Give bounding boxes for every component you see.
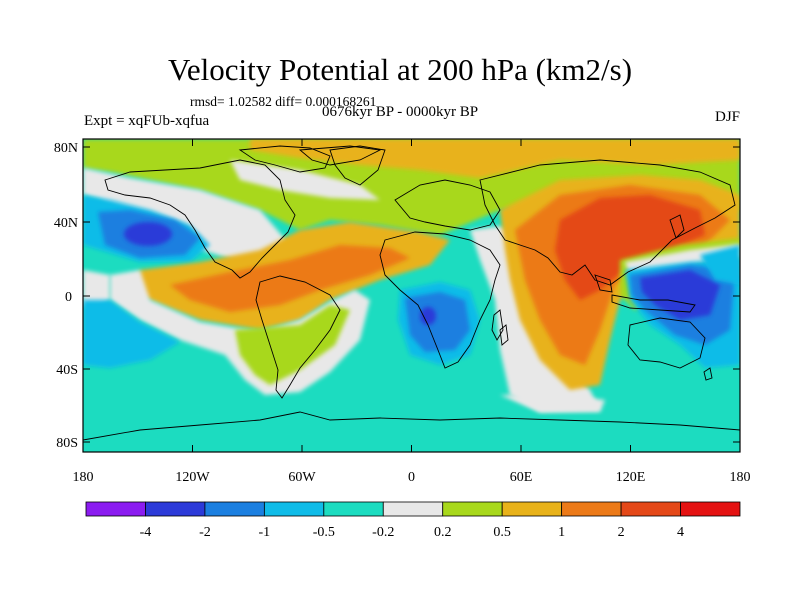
lat-tick-label: 40N <box>54 216 78 231</box>
chart-title: Velocity Potential at 200 hPa (km2/s) <box>167 52 633 87</box>
season-label: DJF <box>714 109 740 125</box>
colorbar-swatch <box>680 501 741 517</box>
lat-tick-label: 80N <box>54 141 78 156</box>
colorbar-label: -4 <box>140 525 152 540</box>
colorbar-swatch <box>501 501 563 517</box>
colorbar-label: -0.5 <box>313 525 335 540</box>
colorbar-swatch <box>263 501 325 517</box>
velocity-potential-field <box>83 139 740 452</box>
lon-tick-label: 120E <box>616 470 646 485</box>
colorbar-swatch <box>620 501 681 517</box>
colorbar-label: -2 <box>199 525 211 540</box>
lon-tick-label: 60E <box>510 470 533 485</box>
colorbar-label: 1 <box>558 525 565 540</box>
colorbar-label: 4 <box>677 525 684 540</box>
colorbar-label: 2 <box>618 525 625 540</box>
colorbar-label: 0.5 <box>493 525 511 540</box>
colorbar-swatch <box>85 501 146 517</box>
colorbar-swatch <box>145 501 206 517</box>
colorbar-label: 0.2 <box>434 525 452 540</box>
stats-text: rmsd= 1.02582 diff= 0.000168261 <box>190 94 377 109</box>
experiment-label: Expt = xqFUb-xqfua <box>84 113 210 129</box>
colorbar-swatch <box>442 501 503 517</box>
axis-ticks <box>82 139 741 452</box>
lat-tick-label: 40S <box>56 363 78 378</box>
lon-tick-label: 180 <box>730 470 751 485</box>
lat-tick-label: 80S <box>56 436 78 451</box>
colorbar-swatch <box>382 501 444 517</box>
coastlines <box>83 145 740 441</box>
colorbar-label: -1 <box>259 525 271 540</box>
colorbar-swatch <box>561 501 622 517</box>
lon-tick-labels: 180 120W 60W 0 60E 120E 180 <box>73 470 751 485</box>
lon-tick-label: 0 <box>408 470 415 485</box>
period-label: 0676kyr BP - 0000kyr BP <box>322 104 479 120</box>
colorbar-swatch <box>204 501 265 517</box>
lat-tick-labels: 80N 40N 0 40S 80S <box>54 141 78 451</box>
lon-tick-label: 60W <box>288 470 316 485</box>
colorbar-label: -0.2 <box>372 525 394 540</box>
lon-tick-label: 180 <box>73 470 94 485</box>
lon-tick-label: 120W <box>175 470 210 485</box>
colorbar: -4 -2 -1 -0.5 -0.2 0.2 0.5 1 2 4 <box>85 501 741 540</box>
lat-tick-label: 0 <box>65 290 72 305</box>
colorbar-swatch <box>323 501 384 517</box>
